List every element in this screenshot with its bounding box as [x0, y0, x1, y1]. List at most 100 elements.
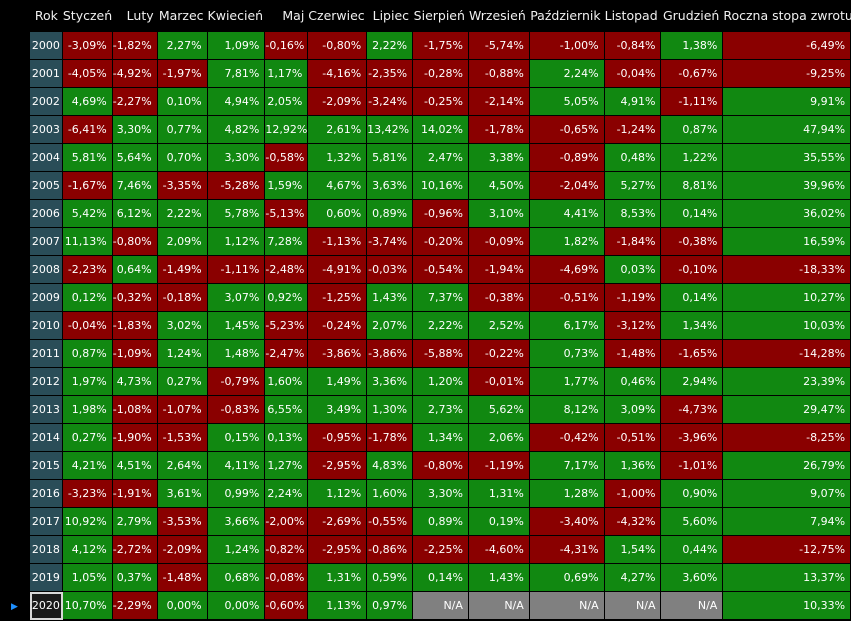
month-value-cell[interactable]: -3,12% — [604, 312, 662, 340]
month-value-cell[interactable]: -1,84% — [604, 228, 662, 256]
table-row[interactable]: 2003 -6,41% 3,30% 0,77% 4,82% 12,92% 2,61% 13,4… — [0, 116, 851, 144]
month-value-cell[interactable]: -1,53% — [157, 424, 208, 452]
month-value-cell[interactable]: -0,04% — [604, 60, 662, 88]
month-value-cell[interactable]: -3,23% — [62, 480, 113, 508]
month-value-cell[interactable]: 3,60% — [661, 564, 724, 592]
month-value-cell[interactable]: 0,00% — [157, 592, 208, 620]
month-value-cell[interactable]: 0,60% — [308, 200, 368, 228]
month-value-cell[interactable]: -1,09% — [112, 340, 158, 368]
row-header[interactable] — [0, 116, 30, 144]
table-row[interactable]: 2004 5,81% 5,64% 0,70% 3,30% -0,58% 1,32% 5,81%… — [0, 144, 851, 172]
annual-return-cell[interactable]: 35,55% — [723, 144, 851, 172]
month-value-cell[interactable]: 6,17% — [529, 312, 605, 340]
month-value-cell[interactable]: -0,25% — [413, 88, 469, 116]
month-value-cell[interactable]: 2,06% — [468, 424, 530, 452]
month-value-cell[interactable]: 1,97% — [62, 368, 113, 396]
month-value-cell[interactable]: 3,63% — [367, 172, 414, 200]
month-value-cell[interactable]: 0,59% — [367, 564, 414, 592]
month-value-cell[interactable]: 0,10% — [157, 88, 208, 116]
month-value-cell[interactable]: 1,17% — [265, 60, 309, 88]
month-value-cell[interactable]: 2,22% — [367, 32, 414, 60]
month-value-cell[interactable]: -0,82% — [265, 536, 309, 564]
month-value-cell[interactable]: -2,00% — [265, 508, 309, 536]
month-value-cell[interactable]: -0,89% — [529, 144, 605, 172]
month-value-cell[interactable]: -1,78% — [468, 116, 530, 144]
month-value-cell[interactable]: 3,61% — [157, 480, 208, 508]
month-value-cell[interactable]: -5,13% — [265, 200, 309, 228]
month-value-cell[interactable]: 0,12% — [62, 284, 113, 312]
month-value-cell[interactable]: 0,92% — [265, 284, 309, 312]
month-value-cell[interactable]: -0,42% — [529, 424, 605, 452]
month-value-cell[interactable]: -5,88% — [413, 340, 469, 368]
month-value-cell[interactable]: 1,48% — [207, 340, 266, 368]
month-value-cell[interactable]: -0,83% — [207, 396, 266, 424]
month-value-cell[interactable]: -3,53% — [157, 508, 208, 536]
annual-return-cell[interactable]: 7,94% — [723, 508, 851, 536]
year-cell[interactable]: 2018 — [29, 536, 63, 564]
table-row[interactable]: 2008 -2,23% 0,64% -1,49% -1,11% -2,48% -4,91% -… — [0, 256, 851, 284]
table-row[interactable]: 2002 4,69% -2,27% 0,10% 4,94% 2,05% -2,09% -3,2… — [0, 88, 851, 116]
month-value-cell[interactable]: -1,25% — [308, 284, 368, 312]
month-value-cell[interactable]: 0,44% — [661, 536, 724, 564]
month-value-cell[interactable]: -1,48% — [157, 564, 208, 592]
row-header[interactable] — [0, 256, 30, 284]
month-value-cell[interactable]: -1,82% — [112, 32, 158, 60]
row-header[interactable] — [0, 564, 30, 592]
year-cell[interactable]: 2011 — [29, 340, 63, 368]
month-value-cell[interactable]: -0,38% — [468, 284, 530, 312]
month-value-cell[interactable]: N/A — [529, 592, 605, 620]
month-value-cell[interactable]: 1,54% — [604, 536, 662, 564]
month-value-cell[interactable]: 3,07% — [207, 284, 266, 312]
table-row[interactable]: 2011 0,87% -1,09% 1,24% 1,48% -2,47% -3,86% -3,… — [0, 340, 851, 368]
month-value-cell[interactable]: -1,19% — [604, 284, 662, 312]
row-header[interactable] — [0, 312, 30, 340]
month-value-cell[interactable]: -0,60% — [265, 592, 309, 620]
month-value-cell[interactable]: -4,05% — [62, 60, 113, 88]
month-value-cell[interactable]: 7,17% — [529, 452, 605, 480]
month-value-cell[interactable]: 3,49% — [308, 396, 368, 424]
month-value-cell[interactable]: -3,74% — [367, 228, 414, 256]
month-value-cell[interactable]: 1,05% — [62, 564, 113, 592]
month-value-cell[interactable]: -2,25% — [413, 536, 469, 564]
annual-return-cell[interactable]: 47,94% — [723, 116, 851, 144]
month-value-cell[interactable]: 0,89% — [413, 508, 469, 536]
month-value-cell[interactable]: 3,30% — [112, 116, 158, 144]
month-value-cell[interactable]: -4,16% — [308, 60, 368, 88]
month-value-cell[interactable]: 2,52% — [468, 312, 530, 340]
row-header[interactable] — [0, 396, 30, 424]
month-value-cell[interactable]: -2,09% — [157, 536, 208, 564]
month-value-cell[interactable]: 1,31% — [308, 564, 368, 592]
annual-return-cell[interactable]: -9,25% — [723, 60, 851, 88]
annual-return-cell[interactable]: 16,59% — [723, 228, 851, 256]
month-value-cell[interactable]: 3,10% — [468, 200, 530, 228]
month-value-cell[interactable]: -0,51% — [529, 284, 605, 312]
year-cell[interactable]: 2010 — [29, 312, 63, 340]
month-value-cell[interactable]: -0,58% — [265, 144, 309, 172]
annual-return-cell[interactable]: 29,47% — [723, 396, 851, 424]
month-value-cell[interactable]: -2,14% — [468, 88, 530, 116]
month-value-cell[interactable]: 0,48% — [604, 144, 662, 172]
month-value-cell[interactable]: -0,54% — [413, 256, 469, 284]
month-value-cell[interactable]: 4,11% — [207, 452, 266, 480]
month-value-cell[interactable]: 4,27% — [604, 564, 662, 592]
month-value-cell[interactable]: 6,55% — [265, 396, 309, 424]
year-cell[interactable]: 2005 — [29, 172, 63, 200]
month-value-cell[interactable]: 1,98% — [62, 396, 113, 424]
month-value-cell[interactable]: 1,30% — [367, 396, 414, 424]
month-value-cell[interactable]: 0,69% — [529, 564, 605, 592]
row-header[interactable] — [0, 340, 30, 368]
month-value-cell[interactable]: 2,27% — [157, 32, 208, 60]
month-value-cell[interactable]: 3,30% — [207, 144, 266, 172]
month-value-cell[interactable]: N/A — [468, 592, 530, 620]
annual-return-cell[interactable]: -12,75% — [723, 536, 851, 564]
month-value-cell[interactable]: 1,20% — [413, 368, 469, 396]
annual-return-cell[interactable]: 36,02% — [723, 200, 851, 228]
month-value-cell[interactable]: -2,09% — [308, 88, 368, 116]
month-value-cell[interactable]: 4,21% — [62, 452, 113, 480]
month-value-cell[interactable]: 0,68% — [207, 564, 266, 592]
month-value-cell[interactable]: 10,70% — [62, 592, 113, 620]
month-value-cell[interactable]: 0,77% — [157, 116, 208, 144]
month-value-cell[interactable]: 1,77% — [529, 368, 605, 396]
month-value-cell[interactable]: -1,65% — [661, 340, 724, 368]
month-value-cell[interactable]: -3,40% — [529, 508, 605, 536]
